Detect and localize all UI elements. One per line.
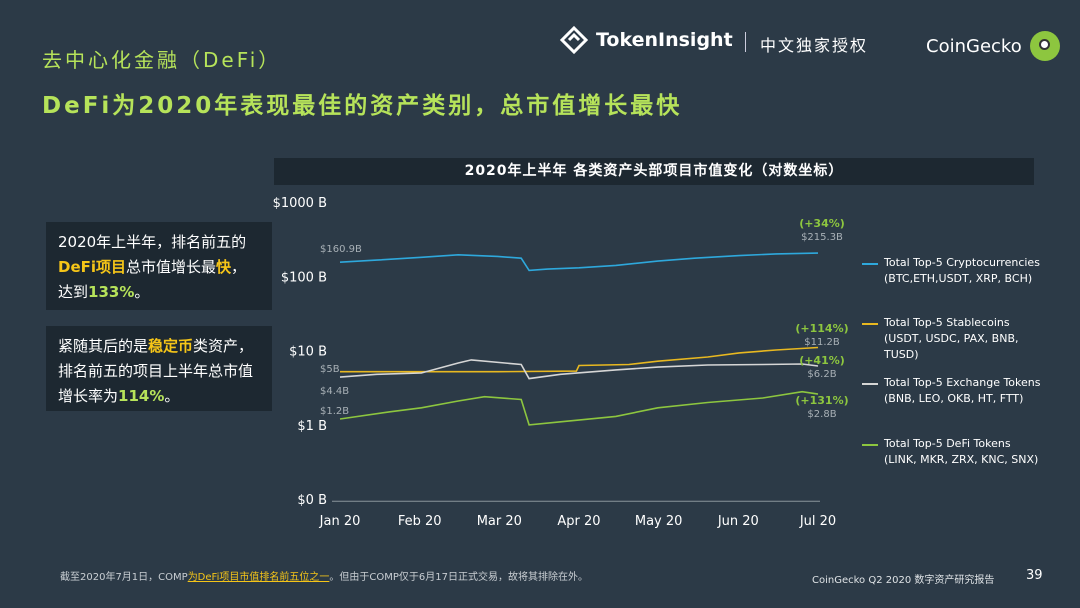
legend-label: Total Top-5 DeFi Tokens [884,437,1011,450]
start-value-label: $4.4B [320,386,349,397]
footnote: 截至2020年7月1日，COMP为DeFi项目市值排名前五位之一。但由于COMP… [60,568,588,583]
end-value-label: $6.2B [807,369,836,380]
y-tick-label: $1000 B [273,196,327,211]
x-tick-label: Apr 20 [557,514,600,529]
legend-detail: (BTC,ETH,USDT, XRP, BCH) [884,272,1033,285]
x-tick-label: Feb 20 [398,514,442,529]
x-tick-label: Mar 20 [477,514,522,529]
highlight: 133% [88,283,135,301]
footnote-link[interactable]: 为DeFi项目市值排名前五位之一 [187,572,330,583]
text: 总市值增长最 [126,258,217,276]
change-label: (+41%) [799,354,845,367]
highlight: 稳定币 [148,337,194,355]
report-name: CoinGecko Q2 2020 数字资产研究报告 [812,575,995,586]
text: 。 [134,283,150,301]
text: 。但由于COMP仅于6月17日正式交易，故将其排除在外。 [329,572,588,583]
legend-detail: (LINK, MKR, ZRX, KNC, SNX) [884,453,1039,466]
legend-item: Total Top-5 Cryptocurrencies (BTC,ETH,USD… [862,255,1040,287]
text: 紧随其后的是 [58,337,149,355]
legend-swatch [862,323,878,325]
legend-item: Total Top-5 Stablecoins (USDT, USDC, PAX,… [862,315,1034,363]
coingecko-logo: CoinGecko [926,31,1060,61]
legend-swatch [862,444,878,446]
x-tick-label: Jul 20 [799,514,836,529]
end-value-label: $11.2B [804,337,840,348]
tokeninsight-logo: TokenInsight [560,26,733,54]
partner-name: CoinGecko [926,35,1022,57]
change-label: (+114%) [795,322,848,335]
legend-detail: (BNB, LEO, OKB, HT, FTT) [884,392,1024,405]
legend-swatch [862,383,878,385]
callout-stablecoins: 紧随其后的是稳定币类资产，排名前五的项目上半年总市值增长率为114%。 [46,326,272,411]
y-tick-label: $100 B [281,270,327,285]
legend-item: Total Top-5 Exchange Tokens (BNB, LEO, OK… [862,375,1041,407]
y-tick-label: $1 B [297,419,327,434]
divider [745,32,746,52]
highlight: 114% [118,387,165,405]
text: 截至2020年7月1日，COMP [60,572,188,583]
change-label: (+34%) [799,217,845,230]
legend-label: Total Top-5 Cryptocurrencies [884,256,1040,269]
end-value-label: $215.3B [801,232,843,243]
legend-label: Total Top-5 Stablecoins [884,316,1010,329]
start-value-label: $160.9B [320,244,362,255]
highlight: 快 [216,258,232,276]
y-tick-label: $0 B [297,493,327,508]
brand-name: TokenInsight [596,29,733,51]
start-value-label: $5B [320,364,340,375]
legend-label: Total Top-5 Exchange Tokens [884,376,1041,389]
page-number: 39 [1026,568,1043,583]
chart-title: 2020年上半年 各类资产头部项目市值变化（对数坐标） [274,158,1034,185]
highlight: DeFi项目 [58,258,127,276]
x-tick-label: May 20 [635,514,683,529]
text: 类资产，排名前五的项目上半年总市值增长率为 [58,337,254,405]
tokeninsight-logo-icon [560,26,588,54]
section-subtitle: 去中心化金融（DeFi） [42,48,282,72]
y-tick-label: $10 B [289,345,327,360]
page-headline: DeFi为2020年表现最佳的资产类别，总市值增长最快 [42,93,683,119]
series-line-1 [340,346,819,373]
text: 2020年上半年，排名前五的 [58,233,247,251]
series-line-0 [339,252,819,272]
gecko-icon [1029,31,1060,61]
text: ，达到 [58,258,247,301]
end-value-label: $2.8B [807,409,836,420]
authorization-note: 中文独家授权 [760,36,869,55]
series-line-2 [339,359,819,380]
series-line-3 [339,390,819,426]
x-tick-label: Jan 20 [319,514,361,529]
legend-swatch [862,263,878,265]
legend-item: Total Top-5 DeFi Tokens (LINK, MKR, ZRX, … [862,436,1038,468]
start-value-label: $1.2B [320,406,349,417]
change-label: (+131%) [795,394,848,407]
legend-detail: (USDT, USDC, PAX, BNB, TUSD) [884,332,1019,361]
callout-defi: 2020年上半年，排名前五的 DeFi项目总市值增长最快，达到133%。 [46,222,272,310]
text: 。 [164,387,180,405]
x-tick-label: Jun 20 [717,514,759,529]
